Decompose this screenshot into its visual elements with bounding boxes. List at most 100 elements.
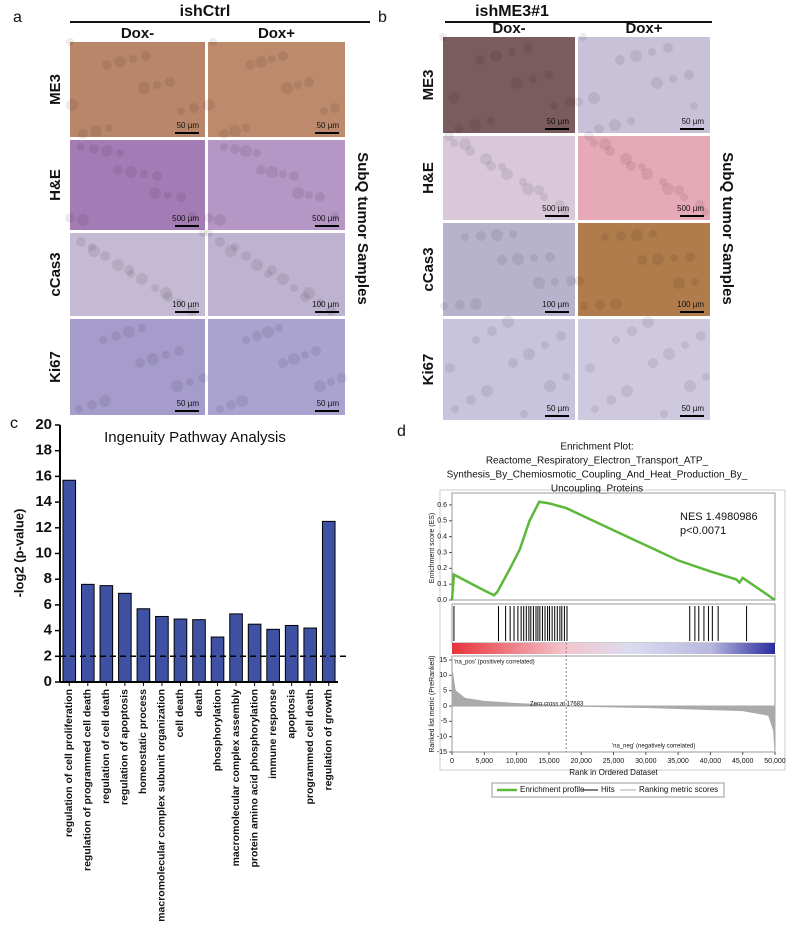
cell-texture [292,187,304,199]
cell-texture [588,92,600,104]
x-tick-label: macromolecular complex subunit organizat… [156,689,168,922]
cell-texture [439,33,447,41]
annotation: 'na_pos' (positively correlated) [454,660,535,666]
cell-texture [534,185,544,195]
cell-texture [627,117,635,125]
micrograph [578,136,710,220]
y-axis-label: Ranked list metric (PreRanked) [429,655,436,752]
cell-texture [490,50,502,62]
cell-texture [75,405,83,413]
y-tick-label: -10 [437,734,447,741]
cell-texture [659,178,667,186]
row-label: H&E [420,162,437,194]
micrograph [578,319,710,420]
cell-texture [76,237,86,247]
cell-texture [162,351,170,359]
cell-texture [501,168,513,180]
row-label: ME3 [420,70,437,101]
cell-texture [565,97,575,107]
cell-texture [508,358,518,368]
y-tick-label: 18 [35,442,52,459]
cell-texture [461,233,469,241]
cell-texture [251,259,263,271]
cell-texture [630,50,642,62]
x-tick-label: 30,000 [635,758,657,765]
micrograph [208,42,345,137]
cell-texture [696,331,706,341]
cell-texture [459,138,471,150]
cell-texture [88,243,96,251]
bar [99,585,114,683]
cell-texture [277,273,289,285]
cell-texture [673,277,685,289]
cell-texture [448,92,460,104]
scale-bar-label: 100 µm [312,300,339,309]
cell-texture [102,60,112,70]
cell-texture [151,284,159,292]
x-tick-label: 10,000 [506,758,528,765]
cell-texture [304,77,314,87]
bar [62,479,77,683]
cell-texture [214,214,226,226]
cell-texture [594,124,604,134]
legend-label: Hits [601,785,615,794]
bar [284,624,299,683]
cell-texture [470,298,482,310]
cell-texture [65,213,75,223]
row-label: Ki67 [47,351,64,383]
cell-texture [327,378,335,386]
cell-texture [642,316,654,328]
bar [118,592,132,683]
bar [155,615,169,683]
cell-texture [605,146,615,156]
cell-texture [220,143,228,151]
enrichment-line [450,500,776,602]
cell-texture [278,358,288,368]
cell-texture [530,254,538,262]
cell-texture [487,326,497,336]
panel-title: ishME3#1 [475,3,549,20]
cell-texture [450,139,458,147]
micrograph [70,233,205,316]
cell-texture [512,253,524,265]
cell-texture [198,373,208,383]
cell-texture [171,380,183,392]
annotation: Zero cross at 17683 [530,702,584,708]
cell-texture [674,185,684,195]
cell-texture [123,326,135,338]
cell-texture [99,336,107,344]
bar [229,613,243,683]
cell-texture [660,410,668,418]
panel-title: ishCtrl [180,3,231,20]
rank-gradient [452,643,775,654]
cell-texture [66,38,74,46]
cell-texture [316,298,324,306]
scale-bar-label: 500 µm [172,214,199,223]
y-tick-label: 6 [44,596,52,613]
cell-texture [140,170,148,178]
cell-texture [684,380,696,392]
cell-texture [320,107,328,115]
y-tick-label: 15 [439,657,447,664]
column-header: Dox- [492,20,525,37]
cell-texture [523,43,533,53]
cell-texture [240,145,252,157]
cell-texture [174,346,184,356]
panel-letter: b [378,9,387,26]
y-tick-label: 20 [35,416,52,433]
cell-texture [669,75,677,83]
x-tick-label: phosphorylation [211,689,223,771]
cell-texture [266,166,278,178]
cell-texture [545,252,555,262]
cell-texture [138,82,150,94]
cell-texture [305,191,313,199]
cell-texture [203,99,215,111]
y-tick-label: 12 [35,519,52,536]
micrograph [70,42,205,137]
y-tick-label: 10 [439,672,447,679]
scale-bar-label: 50 µm [177,121,200,130]
cell-texture [455,300,465,310]
cell-texture [522,183,534,195]
x-tick-label: regulation of cell death [100,689,112,804]
